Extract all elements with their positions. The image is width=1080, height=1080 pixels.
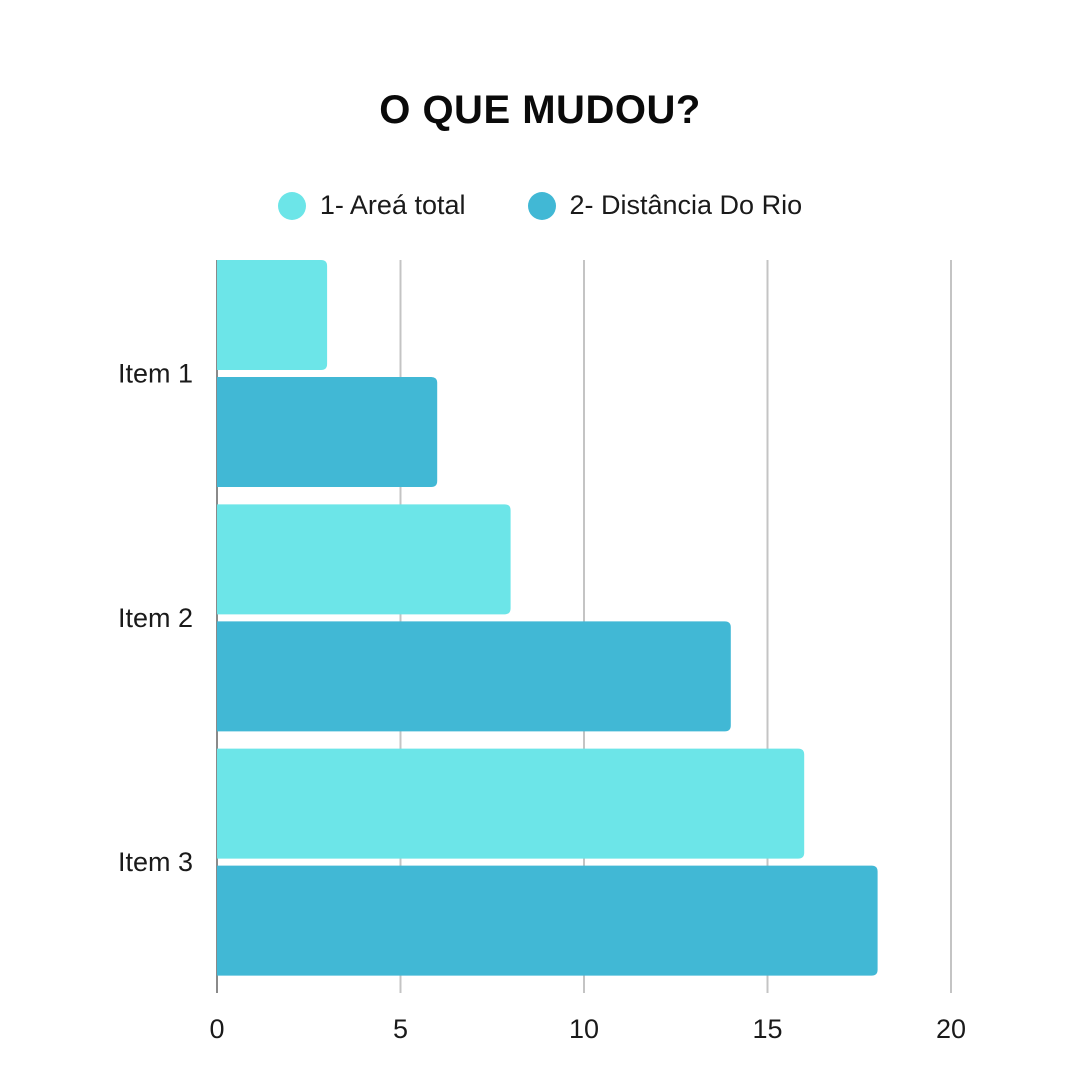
y-tick-label-item-1: Item 1 — [118, 359, 193, 389]
legend-entry-series-1: 1- Areá total — [277, 190, 466, 221]
x-tick-label-20: 20 — [936, 1014, 966, 1044]
bar-item-1-series-1 — [217, 260, 328, 370]
bar-item-3-series-2 — [217, 865, 878, 976]
x-tick-label-15: 15 — [752, 1014, 782, 1044]
x-tick-label-0: 0 — [209, 1014, 224, 1044]
x-tick-label-5: 5 — [393, 1014, 408, 1044]
chart-title: O QUE MUDOU? — [379, 88, 701, 132]
legend-label-series-1: 1- Areá total — [319, 190, 466, 220]
bar-item-2-series-2 — [217, 621, 731, 732]
y-tick-label-item-2: Item 2 — [118, 603, 193, 633]
x-tick-label-10: 10 — [569, 1014, 599, 1044]
bar-item-2-series-1 — [217, 504, 511, 615]
legend-entry-series-2: 2- Distância Do Rio — [527, 190, 803, 221]
y-tick-label-item-3: Item 3 — [118, 847, 193, 877]
bar-item-1-series-2 — [217, 377, 438, 487]
bar-item-3-series-1 — [217, 748, 805, 859]
legend-label-series-2: 2- Distância Do Rio — [569, 190, 803, 220]
legend: 1- Areá total 2- Distância Do Rio — [0, 190, 1080, 221]
legend-swatch-series-2 — [527, 191, 556, 220]
legend-swatch-series-1 — [277, 191, 306, 220]
